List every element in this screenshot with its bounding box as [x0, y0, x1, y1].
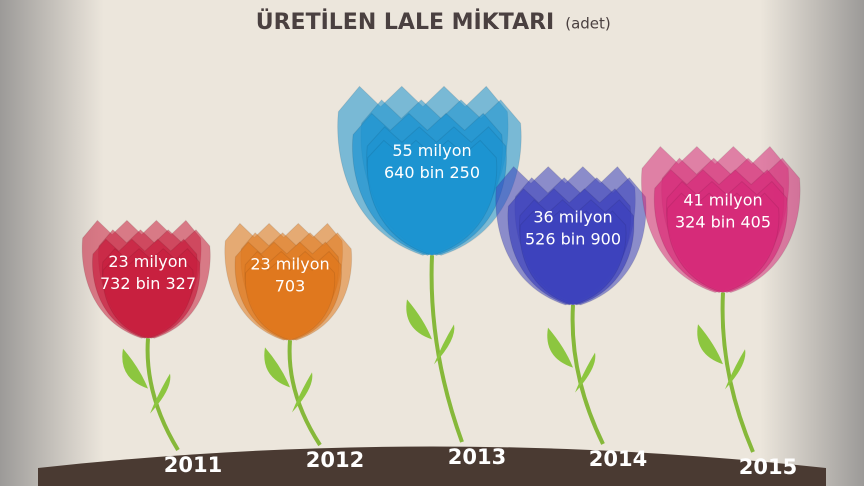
value-label: 41 milyon — [683, 191, 762, 210]
x-tick-label: 2013 — [448, 445, 506, 469]
chart-title: ÜRETİLEN LALE MİKTARI — [256, 9, 554, 35]
stem — [720, 292, 755, 453]
leaf — [725, 349, 746, 390]
leaf — [575, 352, 596, 393]
value-label: 640 bin 250 — [384, 163, 480, 182]
tulip — [337, 85, 522, 256]
leaf — [292, 372, 313, 413]
value-label: 703 — [275, 276, 306, 295]
petal-layer — [519, 210, 627, 306]
petal-layer — [366, 139, 498, 256]
stem — [287, 340, 322, 447]
x-tick-label: 2012 — [306, 448, 364, 472]
leaf — [406, 299, 432, 340]
value-label: 526 bin 900 — [525, 229, 621, 248]
chart-subtitle: (adet) — [565, 15, 611, 33]
value-label: 23 milyon — [108, 252, 187, 271]
petal-layer — [102, 257, 194, 339]
leaf — [547, 327, 573, 368]
value-label: 23 milyon — [250, 254, 329, 273]
leaf — [264, 347, 290, 388]
stem — [429, 255, 464, 443]
tulip — [81, 219, 211, 339]
x-tick-label: 2014 — [589, 447, 647, 471]
stem — [145, 338, 180, 452]
value-label: 324 bin 405 — [675, 213, 771, 232]
tulip — [640, 145, 801, 294]
ground — [38, 446, 826, 486]
x-tick-label: 2015 — [739, 455, 797, 479]
tulip — [224, 222, 353, 341]
x-tick-label: 2011 — [164, 453, 222, 477]
stem — [570, 304, 605, 445]
value-label: 732 bin 327 — [100, 274, 196, 293]
value-label: 36 milyon — [533, 207, 612, 226]
tulip — [495, 165, 647, 306]
leaf — [697, 324, 723, 365]
leaf — [150, 373, 171, 414]
leaf — [122, 348, 148, 389]
leaf — [434, 324, 455, 365]
value-label: 55 milyon — [392, 141, 471, 160]
petal-layer — [244, 260, 336, 341]
petal-layer — [666, 192, 780, 294]
